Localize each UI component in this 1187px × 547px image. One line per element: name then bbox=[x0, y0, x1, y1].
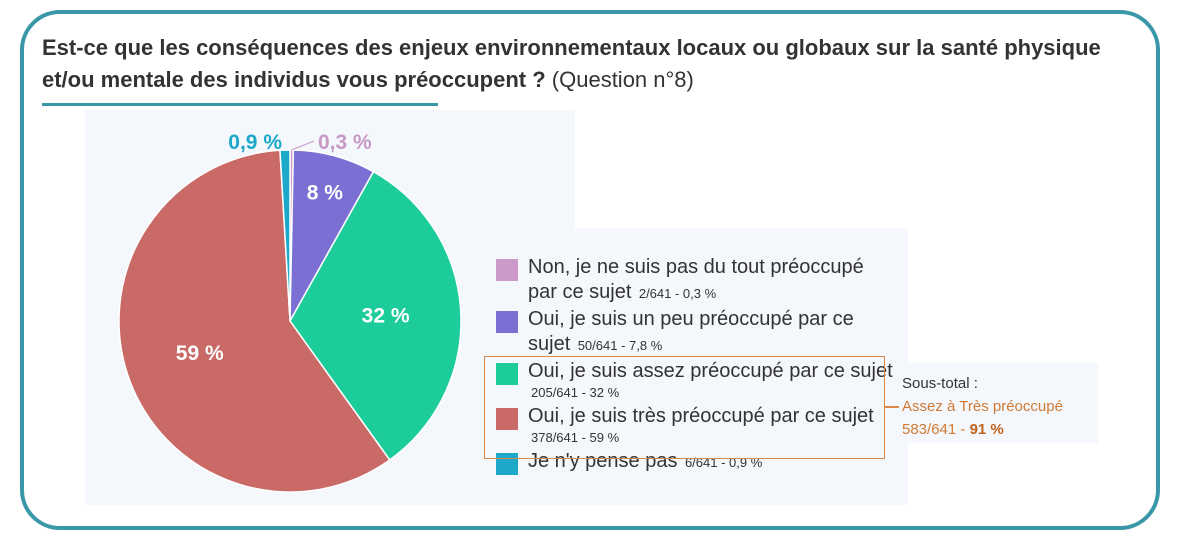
legend-detail: 378/641 - 59 % bbox=[531, 430, 620, 445]
legend-detail: 2/641 - 0,3 % bbox=[638, 286, 717, 301]
subtotal-heading: Sous-total : bbox=[902, 375, 978, 392]
pie-slice bbox=[279, 149, 291, 322]
title-underline bbox=[42, 103, 438, 106]
chart-title: Est-ce que les conséquences des enjeux e… bbox=[42, 32, 1152, 96]
legend-item: Oui, je suis assez préoccupé par ce suje… bbox=[496, 359, 896, 402]
subtotal-label: Assez à Très préoccupé bbox=[902, 398, 1063, 415]
legend-swatch bbox=[496, 259, 518, 281]
legend-label: Oui, je suis très préoccupé par ce sujet bbox=[528, 405, 874, 427]
legend-label: Oui, je suis un peu préoccupé par ce suj… bbox=[528, 308, 854, 355]
subtotal-highlight-box bbox=[484, 356, 885, 459]
legend-detail: 50/641 - 7,8 % bbox=[577, 338, 663, 353]
legend-detail: 205/641 - 32 % bbox=[531, 385, 620, 400]
subtotal-fraction: 583/641 - bbox=[902, 421, 970, 438]
pie-slice bbox=[118, 149, 391, 493]
slice-label: 0,3 % bbox=[318, 131, 372, 154]
legend-item: Non, je ne suis pas du tout préoccupé pa… bbox=[496, 255, 896, 305]
pie-slice bbox=[289, 170, 462, 461]
legend-swatch bbox=[496, 311, 518, 333]
slice-label: 0,9 % bbox=[228, 131, 282, 154]
legend-label: Oui, je suis assez préoccupé par ce suje… bbox=[528, 360, 893, 382]
legend: Non, je ne suis pas du tout préoccupé pa… bbox=[496, 255, 896, 476]
slice-leader-line bbox=[291, 140, 315, 151]
slice-label: 59 % bbox=[176, 342, 224, 365]
slice-label: 32 % bbox=[362, 305, 410, 328]
subtotal-annotation: Sous-total : Assez à Très préoccupé 583/… bbox=[902, 372, 1063, 441]
legend-swatch bbox=[496, 363, 518, 385]
subtotal-percent: 91 % bbox=[969, 421, 1004, 438]
subtotal-connector-line bbox=[885, 406, 899, 408]
subtotal-panel-background bbox=[888, 363, 1098, 443]
legend-swatch bbox=[496, 408, 518, 430]
title-question-number: (Question n°8) bbox=[551, 67, 694, 92]
legend-item: Oui, je suis un peu préoccupé par ce suj… bbox=[496, 307, 896, 357]
legend-label: Non, je ne suis pas du tout préoccupé pa… bbox=[528, 256, 864, 303]
legend-item: Oui, je suis très préoccupé par ce sujet… bbox=[496, 404, 896, 447]
legend-item: Je n'y pense pas 6/641 - 0,9 % bbox=[496, 449, 896, 475]
legend-label: Je n'y pense pas bbox=[528, 450, 678, 472]
title-main: Est-ce que les conséquences des enjeux e… bbox=[42, 35, 1101, 92]
slice-label: 8 % bbox=[307, 181, 344, 204]
